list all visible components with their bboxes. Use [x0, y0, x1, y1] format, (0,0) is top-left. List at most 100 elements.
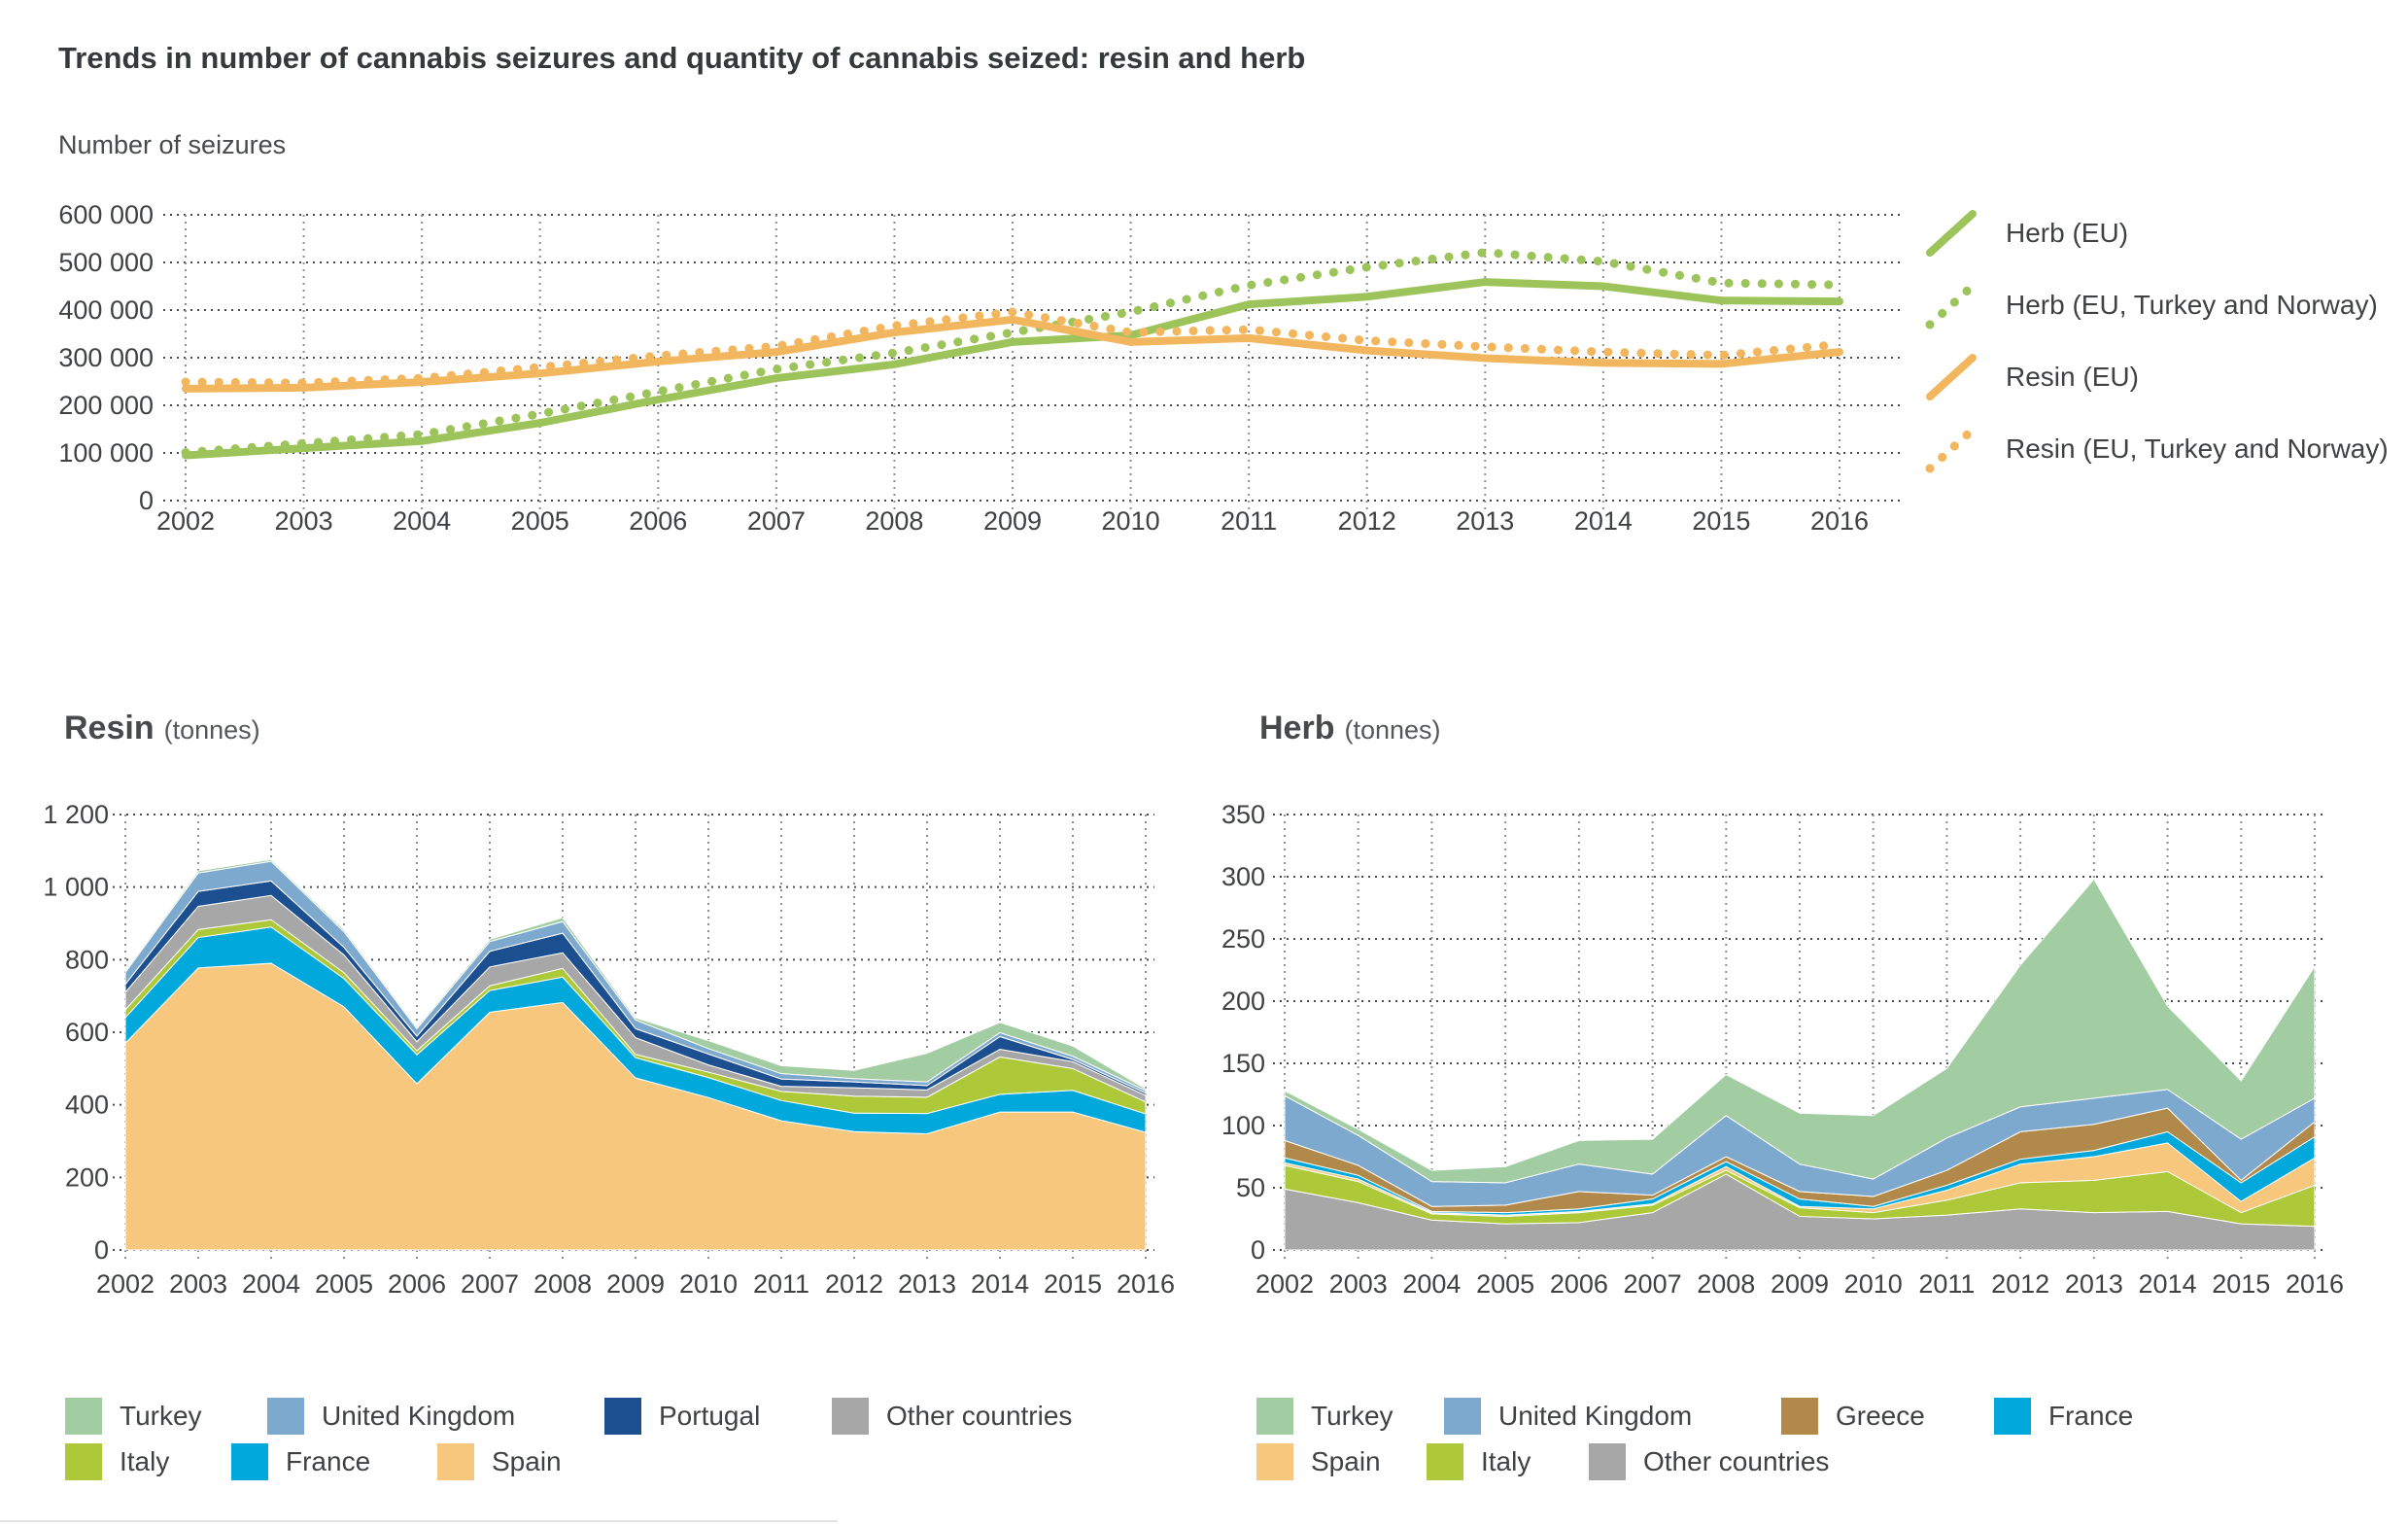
legend-item-resin-eu-tr-no: Resin (EU, Turkey and Norway): [1922, 422, 2389, 476]
x-tick-label: 2003: [169, 1269, 227, 1299]
x-tick-label: 2005: [1476, 1269, 1534, 1299]
resin-eu-tr-no-dotted-swatch-icon: [1925, 425, 1978, 473]
x-tick-label: 2002: [96, 1269, 155, 1299]
legend-label: Portugal: [659, 1401, 761, 1431]
legend-item-other-countries: Other countries: [832, 1397, 1072, 1436]
legend-label: Turkey: [120, 1401, 202, 1431]
x-tick-label: 2014: [2139, 1269, 2197, 1299]
x-tick-label: 2016: [1810, 506, 1869, 536]
x-tick-label: 2009: [1771, 1269, 1829, 1299]
y-tick-label: 350: [1221, 800, 1265, 829]
x-tick-label: 2006: [388, 1269, 446, 1299]
series-line-herb-eu-turkey-and-norway-: [181, 248, 1844, 458]
legend-item-france: France: [231, 1442, 370, 1481]
legend-swatch-icon: [1589, 1443, 1626, 1480]
y-tick-label: 0: [139, 486, 154, 515]
herb-title-text: Herb: [1259, 710, 1335, 746]
legend-swatch-icon: [1256, 1443, 1293, 1480]
x-tick-label: 2005: [315, 1269, 373, 1299]
resin-title-unit: (tonnes): [163, 715, 260, 745]
x-tick-label: 2014: [1574, 506, 1633, 536]
x-tick-label: 2012: [1991, 1269, 2049, 1299]
x-tick-label: 2004: [1402, 1269, 1461, 1299]
legend-item-herb-eu-tr-no: Herb (EU, Turkey and Norway): [1922, 278, 2389, 332]
series-line-herb-eu-: [182, 278, 1843, 460]
footer-divider: [0, 1520, 838, 1522]
x-tick-label: 2003: [275, 506, 333, 536]
x-tick-label: 2016: [2286, 1269, 2344, 1299]
series-line-resin-eu-turkey-and-norway-: [181, 307, 1844, 388]
legend-item-greece: Greece: [1781, 1397, 1925, 1436]
x-tick-label: 2002: [156, 506, 215, 536]
x-tick-label: 2013: [898, 1269, 956, 1299]
legend-label: Spain: [1311, 1446, 1381, 1476]
legend-label: Herb (EU): [2006, 218, 2129, 248]
area-layer-turkey: [1284, 878, 2316, 1184]
x-tick-label: 2012: [1338, 506, 1396, 536]
x-tick-label: 2006: [1550, 1269, 1608, 1299]
legend-item-italy: Italy: [1427, 1442, 1531, 1481]
x-tick-label: 2015: [1044, 1269, 1102, 1299]
legend-item-resin-eu: Resin (EU): [1922, 350, 2389, 404]
x-tick-label: 2007: [747, 506, 806, 536]
y-tick-label: 600: [65, 1018, 109, 1047]
legend-swatch-icon: [437, 1443, 474, 1480]
x-tick-label: 2013: [1456, 506, 1514, 536]
legend-label: Resin (EU): [2006, 362, 2139, 392]
legend-swatch-icon: [231, 1443, 268, 1480]
x-tick-label: 2005: [511, 506, 569, 536]
page-title: Trends in number of cannabis seizures an…: [58, 41, 1306, 75]
x-tick-label: 2010: [1844, 1269, 1903, 1299]
legend-label: United Kingdom: [322, 1401, 516, 1431]
legend-label: Herb (EU, Turkey and Norway): [2006, 290, 2378, 320]
legend-label: Turkey: [1311, 1401, 1393, 1431]
legend-swatch-icon: [1427, 1443, 1463, 1480]
y-tick-label: 250: [1221, 924, 1265, 954]
legend-item-spain: Spain: [1256, 1442, 1381, 1481]
legend-label: Resin (EU, Turkey and Norway): [2006, 434, 2389, 464]
herb-title-unit: (tonnes): [1344, 715, 1441, 745]
y-tick-label: 150: [1221, 1049, 1265, 1078]
x-tick-label: 2016: [1117, 1269, 1175, 1299]
y-tick-label: 100 000: [58, 438, 154, 468]
y-tick-label: 200: [1221, 987, 1265, 1016]
y-tick-label: 200 000: [58, 391, 154, 420]
x-tick-label: 2012: [825, 1269, 883, 1299]
x-tick-label: 2007: [461, 1269, 519, 1299]
x-tick-label: 2011: [753, 1269, 809, 1299]
resin-title-text: Resin: [64, 710, 155, 746]
legend-swatch-icon: [1781, 1398, 1818, 1435]
legend-swatch-icon: [267, 1398, 304, 1435]
y-tick-label: 1 000: [43, 873, 109, 902]
y-tick-label: 300 000: [58, 343, 154, 372]
legend-label: Italy: [120, 1446, 170, 1476]
seizures-legend: Herb (EU) Herb (EU, Turkey and Norway) R…: [1922, 206, 2389, 494]
legend-item-herb-eu: Herb (EU): [1922, 206, 2389, 260]
legend-item-france: France: [1994, 1397, 2133, 1436]
x-tick-label: 2010: [1102, 506, 1160, 536]
x-tick-label: 2008: [865, 506, 923, 536]
x-tick-label: 2008: [1697, 1269, 1755, 1299]
legend-label: France: [2048, 1401, 2134, 1431]
seizures-axis-label: Number of seizures: [58, 130, 287, 159]
legend-label: Greece: [1836, 1401, 1925, 1431]
legend-swatch-icon: [832, 1398, 869, 1435]
legend-item-turkey: Turkey: [1256, 1397, 1393, 1436]
x-tick-label: 2010: [679, 1269, 738, 1299]
x-tick-label: 2009: [983, 506, 1042, 536]
x-tick-label: 2004: [242, 1269, 300, 1299]
x-tick-label: 2015: [1692, 506, 1750, 536]
legend-item-portugal: Portugal: [604, 1397, 760, 1436]
x-tick-label: 2006: [629, 506, 687, 536]
herb-chart-title: Herb (tonnes): [1259, 710, 1441, 747]
x-tick-label: 2014: [971, 1269, 1029, 1299]
y-tick-label: 200: [65, 1162, 109, 1192]
herb-eu-line-swatch-icon: [1926, 210, 1977, 257]
legend-swatch-icon: [604, 1398, 641, 1435]
y-tick-label: 0: [94, 1235, 109, 1265]
legend-swatch-icon: [1444, 1398, 1481, 1435]
area-layer-turkey: [124, 858, 1147, 1092]
y-tick-label: 1 200: [43, 800, 109, 829]
legend-swatch-icon: [65, 1443, 102, 1480]
